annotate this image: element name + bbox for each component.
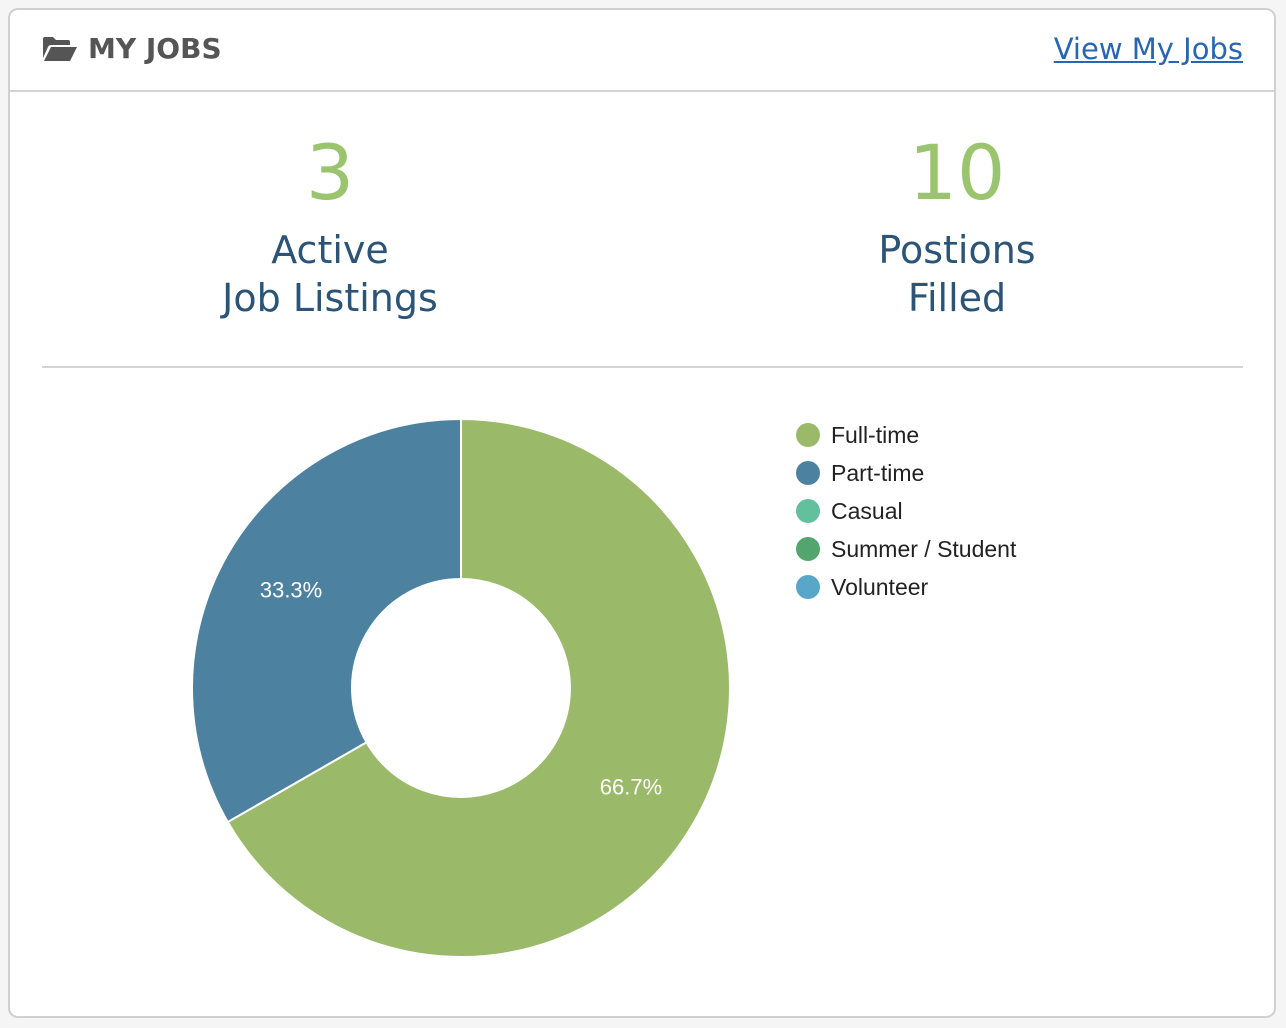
card-title: MY JOBS: [42, 32, 222, 65]
legend-item[interactable]: Part-time: [796, 454, 1016, 492]
divider: [42, 366, 1243, 368]
legend-label: Casual: [831, 497, 903, 524]
legend-dot-icon: [796, 461, 820, 485]
card-title-text: MY JOBS: [88, 32, 222, 65]
legend-label: Volunteer: [831, 573, 929, 600]
legend-dot-icon: [796, 575, 820, 599]
slice-full-time[interactable]: [226, 417, 731, 958]
legend-label: Part-time: [831, 459, 925, 486]
legend-dot-icon: [796, 537, 820, 561]
view-my-jobs-link[interactable]: View My Jobs: [1053, 32, 1243, 66]
legend-item[interactable]: Casual: [796, 492, 1016, 530]
stat-label: Active: [271, 228, 389, 272]
stat-label: Postions: [878, 228, 1036, 272]
stat-active-listings: 3 Active Job Listings: [80, 128, 580, 322]
my-jobs-card: MY JOBS View My Jobs 3 Active Job Listing…: [8, 8, 1276, 1018]
slice-label: 33.3%: [260, 578, 322, 603]
stat-value: 10: [908, 128, 1006, 217]
stat-label: Filled: [907, 276, 1007, 320]
legend-dot-icon: [796, 423, 820, 447]
folder-open-icon: [43, 36, 77, 61]
slice-part-time[interactable]: [191, 417, 462, 824]
stat-label: Job Listings: [222, 276, 438, 320]
donut-chart: 66.7% 33.3%: [191, 417, 731, 958]
stat-value: 3: [305, 128, 355, 217]
legend-item[interactable]: Summer / Student: [796, 530, 1016, 568]
legend-item[interactable]: Volunteer: [796, 568, 1016, 606]
stat-positions-filled: 10 Postions Filled: [707, 128, 1207, 322]
slice-label: 66.7%: [600, 774, 662, 799]
legend-dot-icon: [796, 499, 820, 523]
chart-legend: Full-time Part-time Casual Summer / Student…: [796, 416, 1016, 606]
legend-label: Summer / Student: [831, 535, 1017, 562]
legend-label: Full-time: [831, 421, 920, 448]
legend-item[interactable]: Full-time: [796, 416, 1016, 454]
card-header: MY JOBS View My Jobs: [10, 10, 1274, 92]
